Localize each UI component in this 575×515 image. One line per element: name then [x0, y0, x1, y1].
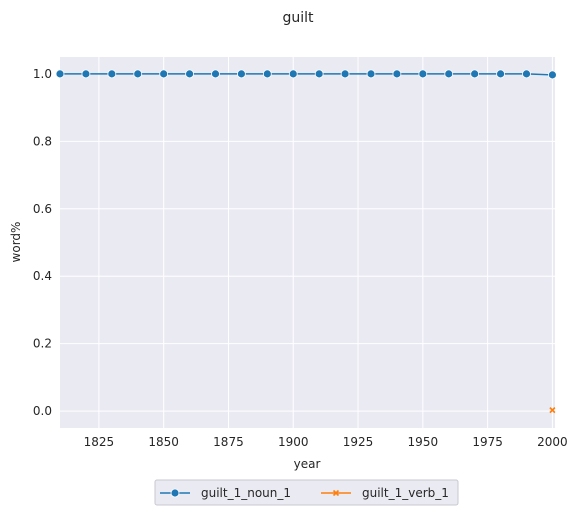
x-tick-label: 1825 [84, 435, 115, 449]
data-point [548, 70, 557, 80]
data-point [133, 69, 143, 79]
data-point [262, 69, 272, 79]
data-point [496, 69, 505, 79]
plot-area [60, 57, 555, 428]
data-point [211, 69, 220, 79]
x-axis-label: year [294, 457, 321, 471]
y-tick-label: 0.4 [33, 269, 52, 283]
data-point [340, 69, 350, 79]
legend-label: guilt_1_noun_1 [201, 486, 291, 500]
legend-marker [170, 488, 180, 498]
data-point [185, 69, 194, 79]
data-point [366, 69, 376, 79]
x-tick-label: 1850 [148, 435, 179, 449]
data-point [237, 69, 246, 79]
x-tick-label: 2000 [537, 435, 568, 449]
data-point [107, 69, 117, 79]
legend-marker [332, 489, 340, 497]
legend-label: guilt_1_verb_1 [362, 486, 449, 500]
x-tick-label: 1925 [343, 435, 374, 449]
data-point [549, 407, 556, 414]
series-guilt_1_verb_1 [549, 407, 556, 414]
legend-box [154, 479, 459, 506]
y-tick-label: 0.0 [33, 404, 52, 418]
y-axis: 0.0 0.2 0.4 0.6 0.8 1.0 [33, 67, 52, 418]
series-layer [55, 69, 557, 414]
data-point [522, 69, 531, 79]
y-tick-label: 0.2 [33, 337, 52, 351]
x-tick-label: 1875 [213, 435, 244, 449]
y-tick-label: 0.8 [33, 134, 52, 148]
data-point [81, 69, 91, 79]
data-point [288, 69, 298, 79]
x-tick-label: 1975 [472, 435, 503, 449]
x-tick-label: 1950 [408, 435, 439, 449]
x-tick-label: 1900 [278, 435, 309, 449]
data-point [418, 69, 428, 79]
data-point [444, 69, 454, 79]
y-tick-label: 0.6 [33, 202, 52, 216]
data-point [314, 69, 324, 79]
data-point [470, 69, 480, 79]
data-point [159, 69, 169, 79]
data-point [55, 69, 65, 79]
chart-title: guilt [282, 10, 314, 26]
data-point [392, 69, 402, 79]
x-axis: 1825 1850 1875 1900 1925 1950 1975 2000 [84, 435, 568, 449]
legend: guilt_1_noun_1 guilt_1_verb_1 [154, 479, 459, 506]
series-guilt_1_noun_1 [55, 69, 557, 80]
y-axis-label: word% [9, 222, 23, 263]
y-tick-label: 1.0 [33, 67, 52, 81]
